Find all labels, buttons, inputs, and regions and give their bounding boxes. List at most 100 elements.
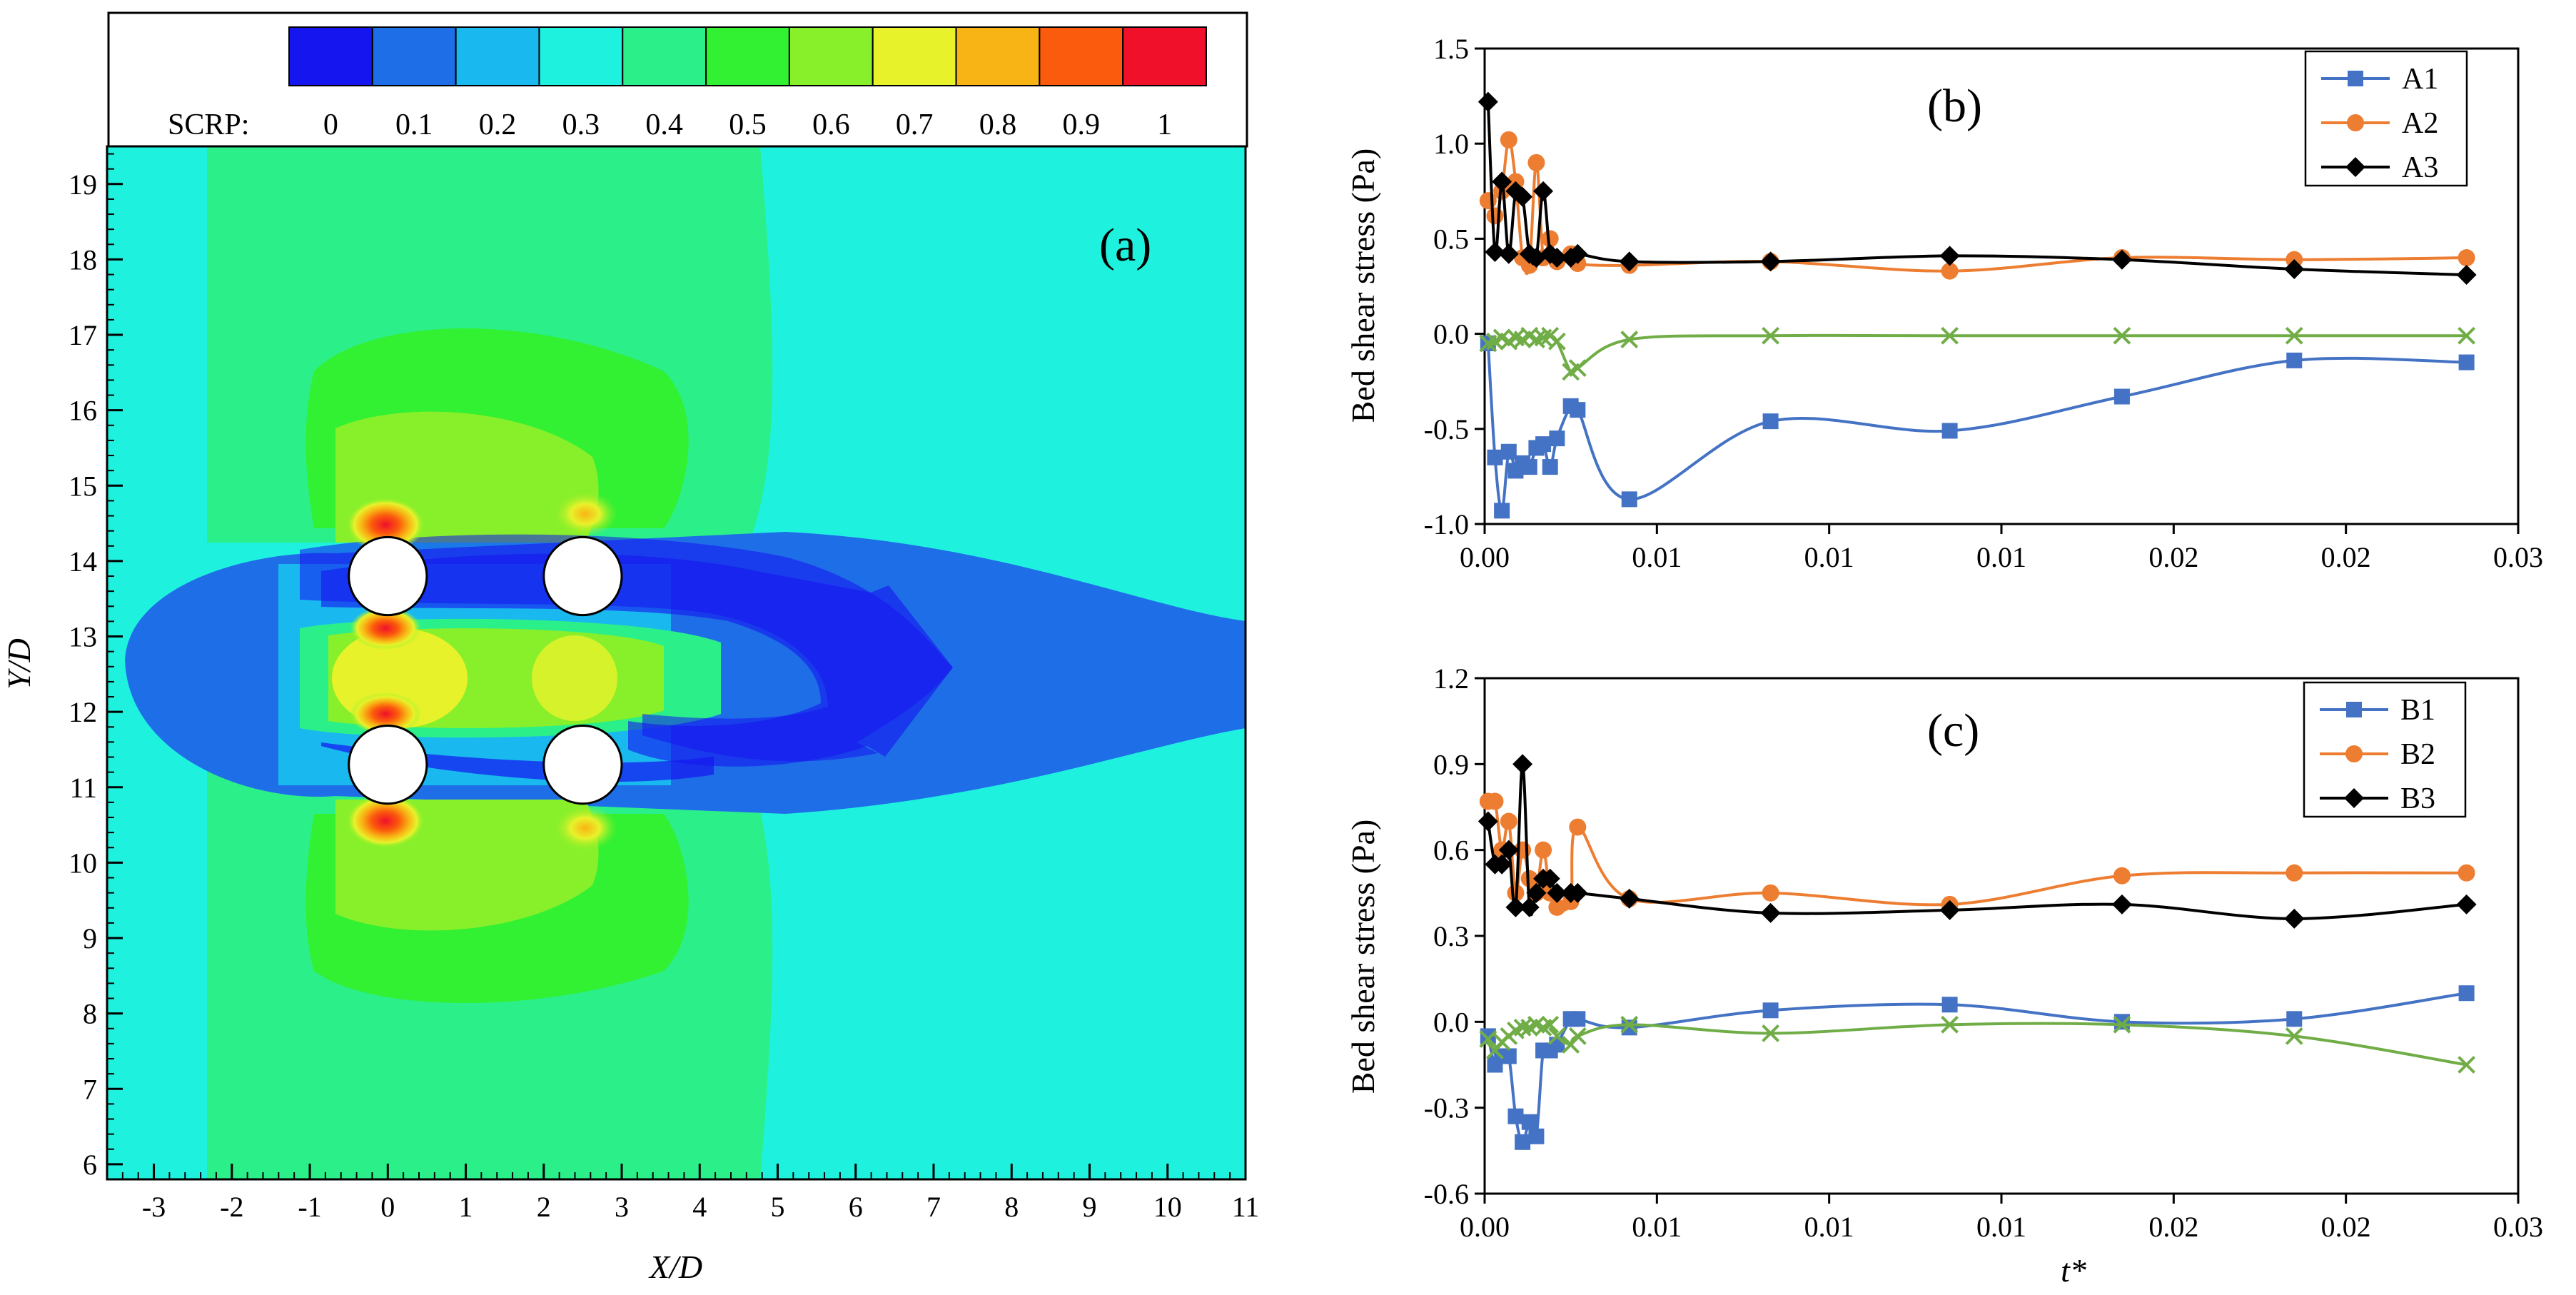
- y-tick-label-b: 0.5: [1433, 223, 1469, 255]
- y-tick-label-a: 7: [83, 1073, 97, 1105]
- data-point-B3: [1492, 854, 1512, 875]
- legend-label: B2: [2400, 738, 2435, 771]
- data-point-unnamed: [1479, 1029, 1497, 1048]
- x-tick-label-a: 9: [1083, 1191, 1097, 1223]
- colorbar-swatch: [1122, 26, 1207, 86]
- plot-c: 0.00 0.01 0.01 0.01 0.02 0.02 0.03 -0.6 -0.3 0.0 0…: [1424, 662, 2543, 1243]
- data-point-A3: [1567, 243, 1588, 264]
- data-point-B3: [1526, 882, 1547, 903]
- x-tick-label-a: 5: [771, 1191, 785, 1223]
- colorbar-swatch: [288, 26, 373, 86]
- data-point-B3: [1478, 811, 1498, 832]
- data-point-unnamed: [2458, 326, 2476, 345]
- data-point-A1: [1542, 459, 1558, 475]
- data-point-unnamed: [1541, 1015, 1560, 1034]
- colorbar-tick-label: 0.4: [645, 109, 683, 141]
- legend-marker: [2345, 745, 2363, 762]
- x-tick-label-a: 8: [1004, 1191, 1019, 1223]
- y-tick-label-a: 13: [69, 621, 97, 653]
- colorbar-tick-label: 0.9: [1063, 109, 1101, 141]
- colorbar-swatch: [371, 26, 457, 86]
- legend-label: A2: [2402, 107, 2438, 140]
- y-tick-label-a: 9: [83, 922, 97, 954]
- y-tick-label-b: -0.5: [1424, 413, 1469, 445]
- data-point-A2: [1541, 230, 1559, 248]
- x-tick-label-c: 0.01: [1804, 1211, 1854, 1243]
- x-tick-label-b: 0.02: [2321, 541, 2371, 573]
- data-point-A2: [2458, 249, 2475, 267]
- series-line-unnamed: [1487, 333, 2467, 376]
- data-point-B3: [1505, 897, 1526, 917]
- panel-label-a: (a): [1099, 219, 1151, 271]
- cylinder: [348, 535, 428, 617]
- data-point-B2: [1520, 870, 1538, 887]
- data-point-A1: [2458, 354, 2475, 371]
- data-point-B1: [2286, 1011, 2303, 1027]
- colorbar-tick-label: 0.7: [896, 109, 934, 141]
- y-tick-label-a: 15: [69, 470, 97, 502]
- x-tick-label-a: 0: [380, 1191, 395, 1223]
- data-point-unnamed: [2113, 326, 2131, 345]
- colorbar-tick-label: 0.6: [812, 109, 850, 141]
- data-point-unnamed: [1568, 1027, 1587, 1045]
- cylinder: [542, 724, 623, 805]
- x-tick-label-c: 0.01: [1976, 1211, 2026, 1243]
- y-tick-label-a: 10: [69, 847, 97, 879]
- y-tick-label-c: 0.6: [1433, 835, 1469, 867]
- data-point-A3: [1939, 246, 1960, 266]
- colorbar-swatch: [538, 26, 624, 86]
- data-point-A3: [1512, 186, 1533, 207]
- plot-a-frame: [106, 145, 1247, 1181]
- data-point-B3: [1498, 840, 1519, 860]
- colorbar-ticks: 0 0.1 0.2 0.3 0.4 0.5 0.6 0.7 0.8 0.9 1: [323, 109, 1172, 141]
- data-point-B2: [1500, 812, 1517, 830]
- colorbar-tick-label: 1: [1157, 109, 1172, 141]
- y-tick-label-c: 0.3: [1433, 920, 1469, 952]
- y-axis-label-c: Bed shear stress (Pa): [1345, 820, 1381, 1094]
- x-tick-label-a: -1: [298, 1191, 321, 1223]
- x-tick-label-c: 0.03: [2493, 1211, 2543, 1243]
- y-tick-label-b: 1.0: [1433, 128, 1469, 160]
- x-tick-label-c: 0.01: [1632, 1211, 1682, 1243]
- data-point-B1: [1507, 1108, 1524, 1124]
- colorbar-swatch: [955, 26, 1041, 86]
- data-point-A3: [2284, 259, 2305, 280]
- panel-b: 0.00 0.01 0.01 0.01 0.02 0.02 0.03 -1.0 -0.5 0.0 0…: [1345, 33, 2543, 573]
- data-point-unnamed: [1513, 1018, 1532, 1037]
- data-point-A1: [2113, 388, 2130, 405]
- y-tick-label-a: 11: [69, 772, 97, 804]
- data-point-B1: [1500, 1048, 1517, 1064]
- data-point-A2: [1941, 262, 1959, 280]
- data-point-B3: [2284, 908, 2305, 929]
- data-point-unnamed: [1762, 326, 1780, 345]
- colorbar-tick-label: 0: [323, 109, 338, 141]
- data-point-B1: [1570, 1011, 1586, 1027]
- data-point-B3: [1519, 897, 1540, 917]
- data-point-B3: [1939, 900, 1960, 920]
- x-tick-label-a: 10: [1153, 1191, 1182, 1223]
- data-point-B3: [1567, 882, 1588, 903]
- panel-label-c: (c): [1927, 705, 1979, 757]
- data-point-B1: [2458, 985, 2475, 1002]
- legend-b: [2304, 50, 2468, 187]
- data-point-B1: [1521, 1114, 1537, 1130]
- y-tick-label-a: 17: [69, 319, 97, 351]
- data-point-B1: [1480, 1028, 1496, 1044]
- data-point-A1: [1494, 503, 1510, 519]
- data-point-unnamed: [1620, 1015, 1639, 1034]
- colorbar-swatch: [788, 26, 874, 86]
- colorbar-tick-label: 0.8: [979, 109, 1017, 141]
- data-point-unnamed: [2458, 1056, 2476, 1074]
- colorbar-label: SCRP:: [168, 109, 249, 141]
- colorbar-swatch: [455, 26, 540, 86]
- data-point-A2: [1527, 153, 1545, 171]
- data-point-B2: [2458, 864, 2475, 882]
- legend-c: [2303, 681, 2467, 818]
- colorbar-tick-label: 0.2: [479, 109, 517, 141]
- y-tick-label-c: -0.3: [1424, 1092, 1469, 1124]
- plot-b: 0.00 0.01 0.01 0.01 0.02 0.02 0.03 -1.0 -0.5 0.0 0…: [1424, 33, 2543, 573]
- x-tick-label-b: 0.01: [1976, 541, 2026, 573]
- data-point-B3: [1760, 902, 1781, 923]
- data-point-unnamed: [1941, 326, 1959, 345]
- x-tick-label-a: 2: [537, 1191, 551, 1223]
